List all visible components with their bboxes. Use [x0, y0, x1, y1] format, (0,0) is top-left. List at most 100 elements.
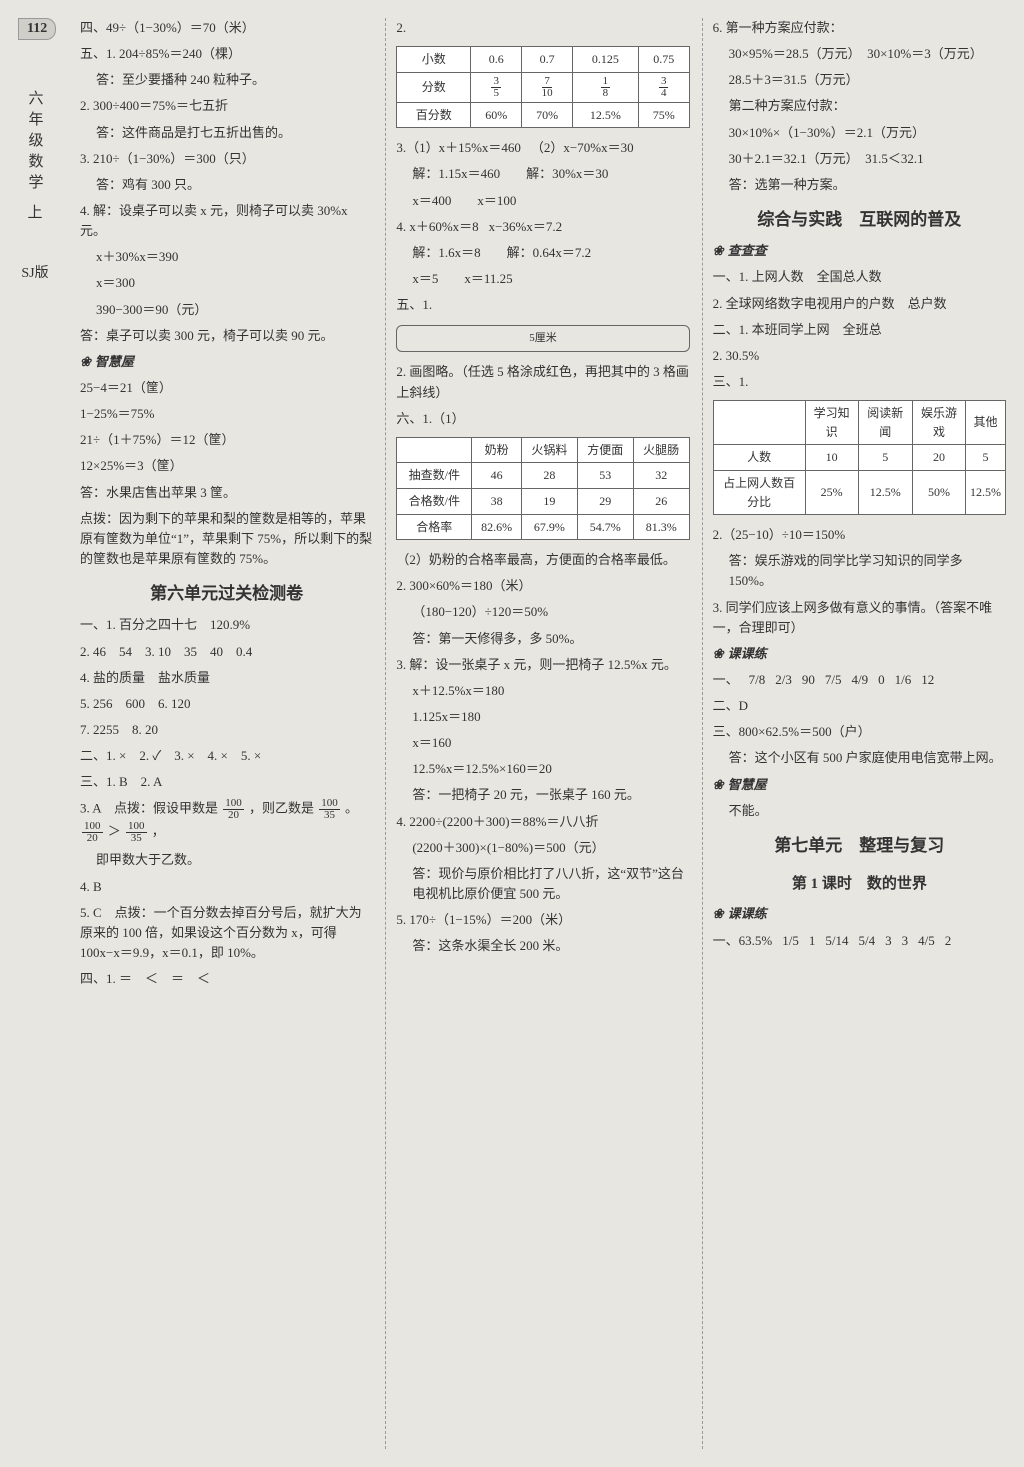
u1: 一、1. 百分之四十七 120.9% [80, 615, 373, 635]
z6: 点拨：因为剩下的苹果和梨的筐数是相等的，苹果原有筐数为单位“1”，苹果剩下 75… [80, 509, 373, 569]
c1-l12: 答：桌子可以卖 300 元，椅子可以卖 90 元。 [80, 326, 373, 346]
t3r2-1: 25% [805, 470, 858, 514]
t2r2-1: 38 [472, 488, 522, 514]
t3r1-2: 5 [858, 445, 912, 471]
p6-6a: 5. 170÷（1−15%）＝200（米） [396, 910, 689, 930]
p3b: （2）x−70%x＝30 [531, 138, 634, 158]
t2h2: 火锅料 [521, 437, 577, 463]
frac-100-35a: 10035 [319, 798, 340, 821]
z5: 答：水果店售出苹果 3 筐。 [80, 483, 373, 503]
z3: 21÷（1＋75%）＝12（筐） [80, 430, 373, 450]
book-spine: 六年级数学 上 SJ版 [0, 0, 70, 1467]
t2r1-1: 46 [472, 463, 522, 489]
t2r2-0: 合格数/件 [397, 488, 472, 514]
t3r1-1: 10 [805, 445, 858, 471]
cc5: 三、1. [713, 372, 1006, 392]
unit6-title: 第六单元过关检测卷 [80, 581, 373, 607]
p6-4a: 3. 解：设一张桌子 x 元，则一把椅子 12.5%x 元。 [396, 655, 689, 675]
t2r3-3: 54.7% [577, 514, 633, 540]
kl1v1: 2/3 [775, 670, 792, 690]
t2r3-1: 82.6% [472, 514, 522, 540]
p4e: x＝5 [396, 269, 438, 289]
c3-6c: 28.5＋3＝31.5（万元） [713, 70, 1006, 90]
p6-2: （2）奶粉的合格率最高，方便面的合格率最低。 [396, 550, 689, 570]
p6-4f: 答：一把椅子 20 元，一张桌子 160 元。 [396, 785, 689, 805]
kl2: 二、D [713, 696, 1006, 716]
t1r3-1: 60% [471, 102, 522, 128]
z2: 1−25%＝75% [80, 404, 373, 424]
u6: 二、1. × 2. ✓ 3. × 4. × 5. × [80, 746, 373, 766]
t1f4: 34 [638, 72, 689, 102]
spine-edition: SJ版 [21, 262, 48, 282]
c3c2: 2.（25−10）÷10＝150% [713, 525, 1006, 545]
t2h0 [397, 437, 472, 463]
chacha-title: 查查查 [713, 241, 1006, 261]
column-2: 2. 小数 0.6 0.7 0.125 0.75 分数 35 710 18 34… [385, 18, 689, 1449]
klr2v3: 5/4 [859, 931, 876, 951]
u10: 4. B [80, 877, 373, 897]
t2r1-2: 28 [521, 463, 577, 489]
c1-l10: x＝300 [80, 273, 373, 293]
t2r3-0: 合格率 [397, 514, 472, 540]
t3r1-0: 人数 [713, 445, 805, 471]
frac-100-20a: 10020 [223, 798, 244, 821]
t3r2-3: 50% [912, 470, 965, 514]
unit7-title: 第七单元 整理与复习 [713, 833, 1006, 859]
c3-6e: 30×10%×（1−30%）＝2.1（万元） [713, 123, 1006, 143]
spine-vol: 上 [27, 201, 42, 222]
keke2-title: 课课练 [713, 904, 1006, 924]
c1-l11: 390−300＝90（元） [80, 300, 373, 320]
kl3a: 三、800×62.5%＝500（户） [713, 722, 1006, 742]
p6-4d: x＝160 [396, 733, 689, 753]
p6-5c: 答：现价与原价相比打了八八折，这“双节”这台电视机比原价便宜 500 元。 [396, 864, 689, 904]
t3r1-3: 20 [912, 445, 965, 471]
klr2v1: 1 [809, 931, 816, 951]
p3a: 3.（1）x＋15%x＝460 [396, 138, 521, 158]
p6-5a: 4. 2200÷(2200＋300)＝88%＝八八折 [396, 812, 689, 832]
kl3b: 答：这个小区有 500 户家庭使用电信宽带上网。 [713, 748, 1006, 768]
p6-3b: （180−120）÷120＝50% [396, 602, 689, 622]
ruler-label: 5厘米 [403, 330, 682, 347]
kl1v6: 1/6 [895, 670, 912, 690]
u8a: 3. A 点拨：假设甲数是 [80, 801, 218, 816]
t1f3: 18 [573, 72, 639, 102]
kl1-row: 一、 7/8 2/3 90 7/5 4/9 0 1/6 12 [713, 670, 1006, 690]
u9: 即甲数大于乙数。 [80, 850, 373, 870]
zonghe-title: 综合与实践 互联网的普及 [713, 207, 1006, 233]
u3: 4. 盐的质量 盐水质量 [80, 668, 373, 688]
c1-l9: x＋30%x＝390 [80, 247, 373, 267]
z4: 12×25%＝3（筐） [80, 456, 373, 476]
kl1v0: 7/8 [749, 670, 766, 690]
t1r3-3: 12.5% [573, 102, 639, 128]
t2r1-3: 53 [577, 463, 633, 489]
zhihui2-title: 智慧屋 [713, 775, 1006, 795]
content-columns: 四、49÷（1−30%）＝70（米） 五、1. 204÷85%＝240（棵） 答… [70, 0, 1024, 1467]
p6-5b: (2200＋300)×(1−80%)＝500（元） [396, 838, 689, 858]
klr2-label: 一、63.5% [713, 931, 773, 951]
t2r2-3: 29 [577, 488, 633, 514]
p6-6b: 答：这条水渠全长 200 米。 [396, 936, 689, 956]
cc4: 2. 30.5% [713, 346, 1006, 366]
p4b: x−36%x＝7.2 [489, 217, 562, 237]
kl-row2: 一、63.5% 1/5 1 5/14 5/4 3 3 4/5 2 [713, 931, 1006, 951]
u5: 7. 2255 8. 20 [80, 720, 373, 740]
klr2v0: 1/5 [782, 931, 799, 951]
t2h1: 奶粉 [472, 437, 522, 463]
p4a: 4. x＋60%x＝8 [396, 217, 478, 237]
t1f1: 35 [471, 72, 522, 102]
c1-l4: 2. 300÷400＝75%＝七五折 [80, 96, 373, 116]
klr2v4: 3 [885, 931, 892, 951]
p3c: 解：1.15x＝460 [396, 164, 500, 184]
u8d: ＞ [108, 824, 121, 839]
t3h2: 阅读新闻 [858, 401, 912, 445]
p3e: x＝400 [396, 191, 451, 211]
t3h4: 其他 [965, 401, 1005, 445]
t1r3-4: 75% [638, 102, 689, 128]
c1-l2: 五、1. 204÷85%＝240（棵） [80, 44, 373, 64]
p6-4c: 1.125x＝180 [396, 707, 689, 727]
table-quality: 奶粉 火锅料 方便面 火腿肠 抽查数/件 46 28 53 32 合格数/件 3… [396, 437, 689, 540]
t2r1-0: 抽查数/件 [397, 463, 472, 489]
t3h3: 娱乐游戏 [912, 401, 965, 445]
p4f: x＝11.25 [448, 269, 512, 289]
p6-3c: 答：第一天修得多，多 50%。 [396, 629, 689, 649]
